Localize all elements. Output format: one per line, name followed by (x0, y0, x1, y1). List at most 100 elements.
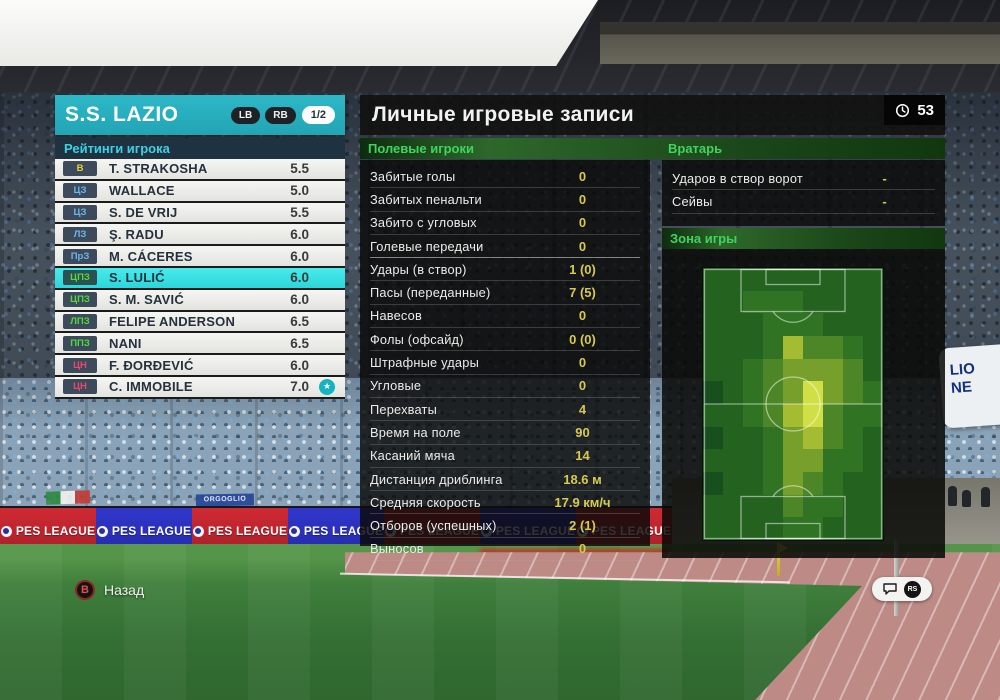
star-icon: ★ (319, 378, 335, 395)
player-row[interactable]: ППЗ NANI 6.5 (55, 333, 345, 356)
stat-label: Забитых пенальти (370, 191, 482, 207)
heatmap-cell (743, 268, 763, 291)
heatmap-cell (803, 426, 823, 450)
player-row[interactable]: В T. STRAKOSHA 5.5 (55, 159, 345, 181)
crowd-banner: ORGOGLIO (195, 493, 255, 507)
back-label: Назад (104, 582, 145, 598)
heatmap-cell (723, 335, 743, 359)
bystander (948, 486, 957, 506)
page-title: Личные игровые записи (372, 103, 634, 126)
heatmap-cell (703, 381, 723, 404)
pes-league-logo-icon (96, 525, 108, 537)
stat-row: Дистанция дриблинга 18.6 м (370, 468, 640, 492)
player-row[interactable]: ЦН C. IMMOBILE 7.0 ★ (55, 376, 345, 399)
player-row[interactable]: ЦПЗ S. M. SAVIĆ 6.0 (55, 289, 345, 312)
heatmap-cell (783, 381, 803, 404)
rb-button-icon[interactable]: RB (265, 106, 296, 124)
heatmap-cell (863, 426, 883, 450)
stat-value: 0 (578, 215, 587, 231)
ratings-panel-title: Рейтинги игрока (55, 138, 345, 159)
position-badge: ЦН (63, 379, 97, 395)
stat-value: 14 (575, 448, 590, 464)
position-badge: ППЗ (63, 335, 97, 351)
heatmap-cell (843, 471, 863, 495)
stat-value: 0 (578, 355, 587, 371)
heatmap-cell (723, 517, 743, 540)
player-row[interactable]: ПрЗ M. CÁCERES 6.0 (55, 246, 345, 268)
player-row[interactable]: ЦПЗ S. LULIĆ 6.0 (55, 267, 345, 290)
b-button-icon[interactable]: B (75, 580, 95, 600)
position-badge: ЛПЗ (63, 313, 97, 329)
heatmap-cell (703, 426, 723, 450)
stat-label: Сейвы (672, 193, 713, 209)
position-badge: ЦПЗ (63, 292, 97, 308)
heatmap-cell (803, 290, 823, 314)
stat-label: Касаний мяча (370, 448, 455, 464)
stat-row: Выносов 0 (370, 538, 640, 562)
heatmap-cell (863, 335, 883, 359)
heatmap-cell (843, 313, 863, 336)
stat-label: Навесов (370, 308, 422, 324)
heatmap-cell (703, 268, 723, 291)
player-rating: 6.0 (290, 357, 309, 373)
section-bar: Полевые игроки Вратарь (360, 138, 945, 159)
player-name: NANI (109, 335, 142, 351)
heatmap-cell (703, 517, 723, 540)
heatmap-cell (743, 335, 763, 359)
player-rating: 6.0 (290, 270, 309, 286)
stat-label: Пасы (переданные) (370, 285, 491, 301)
chat-icon[interactable] (883, 583, 897, 595)
heatmap-cell (723, 268, 743, 291)
lb-button-icon[interactable]: LB (230, 106, 261, 124)
heatmap-cell (723, 381, 743, 404)
stat-value: 1 (0) (569, 261, 596, 277)
heatmap-cell (783, 471, 803, 495)
heatmap-grid (703, 268, 883, 540)
heatmap-cell (803, 494, 823, 518)
heatmap-cell (863, 471, 883, 495)
stat-row: Забито с угловых 0 (370, 212, 640, 235)
heatmap-cell (723, 313, 743, 336)
stat-label: Фолы (офсайд) (370, 331, 464, 347)
heatmap-cell (843, 358, 863, 382)
heatmap-cell (843, 403, 863, 427)
heatmap-cell (783, 313, 803, 336)
player-row[interactable]: ЦН F. ĐORĐEVIĆ 6.0 (55, 355, 345, 377)
stat-row: Навесов 0 (370, 305, 640, 329)
bystander (981, 487, 990, 507)
player-name: Ş. RADU (109, 226, 164, 242)
lazio-sign: LIO NE (938, 343, 1000, 429)
heatmap-cell (743, 290, 763, 314)
player-name: S. M. SAVIĆ (109, 292, 184, 308)
player-rating: 5.5 (290, 204, 309, 220)
stat-label: Штрафные удары (370, 355, 479, 371)
stat-label: Ударов в створ ворот (672, 170, 803, 186)
player-row[interactable]: ЦЗ S. DE VRIJ 5.5 (55, 202, 345, 225)
stat-value: 0 (578, 191, 587, 207)
stat-row: Средняя скорость 17.9 км/ч (370, 491, 640, 515)
heatmap-cell (783, 403, 803, 427)
heatmap-cell (763, 381, 783, 404)
heatmap-cell (743, 403, 763, 427)
heatmap-cell (763, 471, 783, 495)
heatmap-cell (763, 335, 783, 359)
clock-icon (896, 103, 910, 117)
stat-label: Угловые (370, 378, 422, 394)
stat-row: Время на поле 90 (370, 421, 640, 445)
stat-row: Отборов (успешных) 2 (1) (370, 514, 640, 538)
heatmap-cell (763, 313, 783, 336)
heatmap-cell (743, 381, 763, 404)
heatmap-cell (703, 358, 723, 382)
right-stick-icon[interactable]: RS (904, 580, 921, 598)
stat-value: 7 (5) (569, 285, 596, 301)
player-row[interactable]: ЛПЗ FELIPE ANDERSON 6.5 (55, 311, 345, 334)
player-row[interactable]: ЦЗ WALLACE 5.0 (55, 180, 345, 203)
position-badge: В (63, 161, 97, 177)
stat-label: Дистанция дриблинга (370, 471, 503, 487)
heatmap-cell (803, 403, 823, 427)
back-control[interactable]: B Назад (75, 580, 144, 600)
player-row[interactable]: ЛЗ Ş. RADU 6.0 (55, 224, 345, 247)
stat-row: Ударов в створ ворот - (672, 167, 935, 191)
heatmap-cell (823, 426, 843, 450)
stat-row: Пасы (переданные) 7 (5) (370, 281, 640, 305)
